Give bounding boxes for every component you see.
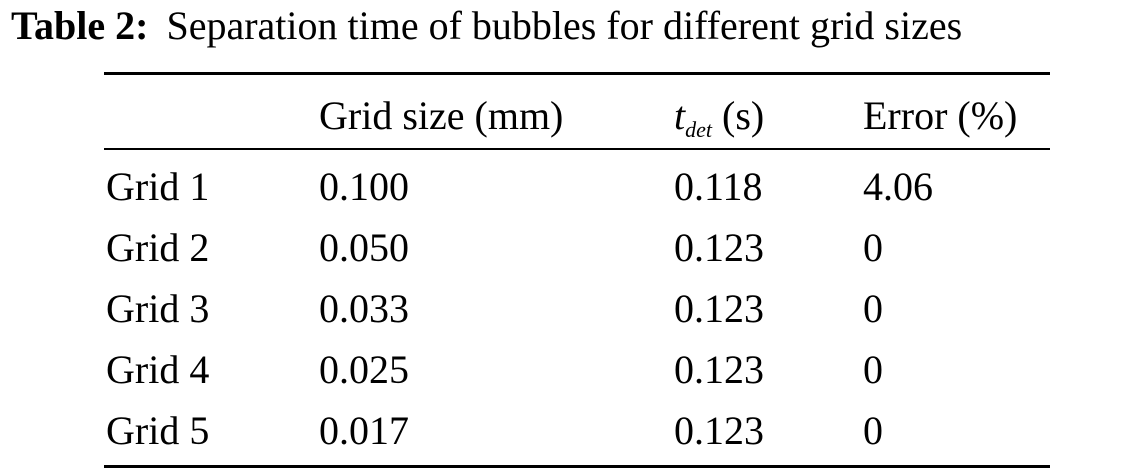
row-name: Grid 1 (106, 164, 210, 209)
cell-t-det: 0.118 (674, 164, 763, 209)
cell-grid-size: 0.050 (319, 225, 409, 270)
header-t-det: tdet (s) (674, 92, 765, 142)
top-rule (104, 72, 1050, 75)
cell-t-det: 0.123 (674, 286, 764, 331)
cell-t-det: 0.123 (674, 408, 764, 453)
table-title: Separation time of bubbles for different… (166, 3, 963, 48)
cell-grid-size: 0.100 (319, 164, 409, 209)
row-name: Grid 3 (106, 286, 210, 331)
mid-rule (104, 148, 1050, 150)
row-name: Grid 4 (106, 347, 210, 392)
row-name: Grid 2 (106, 225, 210, 270)
cell-error: 4.06 (863, 164, 933, 209)
cell-error: 0 (863, 408, 883, 453)
bottom-rule (104, 465, 1050, 468)
t-symbol: t (674, 93, 686, 138)
t-unit: (s) (712, 93, 765, 138)
cell-grid-size: 0.017 (319, 408, 409, 453)
cell-grid-size: 0.033 (319, 286, 409, 331)
cell-t-det: 0.123 (674, 347, 764, 392)
table-label: Table 2: (11, 3, 149, 48)
cell-error: 0 (863, 286, 883, 331)
table-caption: Table 2: Separation time of bubbles for d… (11, 0, 962, 52)
header-error: Error (%) (863, 93, 1018, 138)
cell-error: 0 (863, 225, 883, 270)
cell-error: 0 (863, 347, 883, 392)
t-subscript: det (685, 117, 713, 142)
cell-grid-size: 0.025 (319, 347, 409, 392)
cell-t-det: 0.123 (674, 225, 764, 270)
row-name: Grid 5 (106, 408, 210, 453)
header-grid-size: Grid size (mm) (319, 93, 564, 138)
